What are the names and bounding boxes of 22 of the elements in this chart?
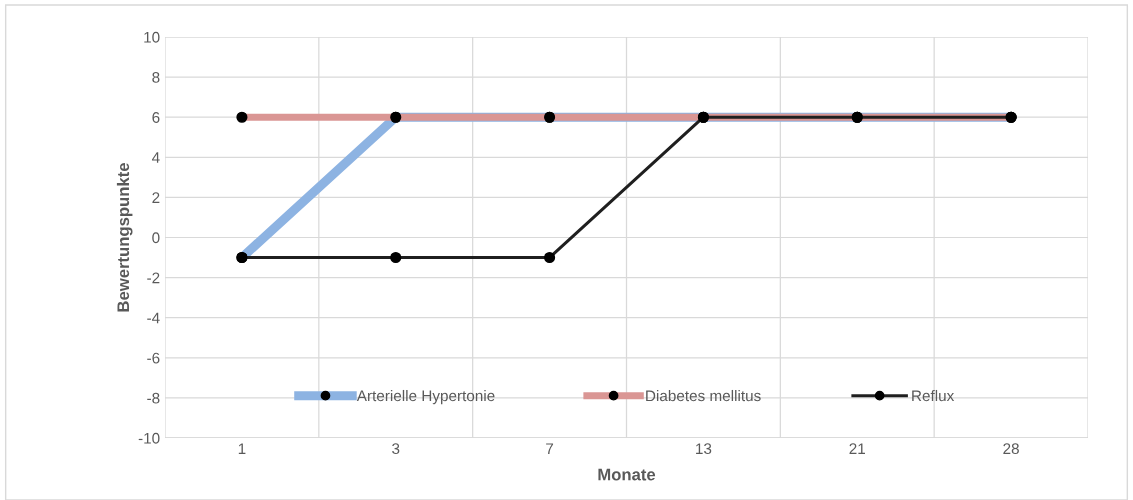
y-tick-label: -8 [147, 392, 160, 404]
y-tick-label: 8 [152, 71, 160, 83]
legend-label: Arterielle Hypertonie [356, 389, 495, 405]
y-tick-label: -4 [147, 312, 160, 324]
x-tick-label: 7 [546, 443, 554, 454]
x-tick-label: 13 [696, 443, 712, 455]
y-axis-title: Bewertungspunkte [116, 163, 133, 312]
y-tick-label: -10 [138, 432, 160, 444]
y-tick-label: 2 [152, 192, 160, 203]
x-tick-label: 28 [1003, 443, 1019, 455]
legend-label: Diabetes mellitus [646, 389, 761, 402]
y-tick-label: -2 [147, 272, 160, 284]
x-tick-label: 21 [849, 443, 865, 454]
y-tick-label: 10 [144, 31, 160, 43]
y-tick-label: 4 [151, 152, 160, 163]
y-tick-label: 0 [152, 232, 160, 244]
x-tick-label: 1 [238, 443, 246, 454]
x-axis-title: Monate [598, 468, 656, 481]
legend-label: Reflux [912, 389, 955, 402]
y-tick-label: 6 [152, 112, 160, 123]
y-tick-label: -6 [147, 352, 160, 364]
x-tick-label: 3 [392, 443, 400, 455]
